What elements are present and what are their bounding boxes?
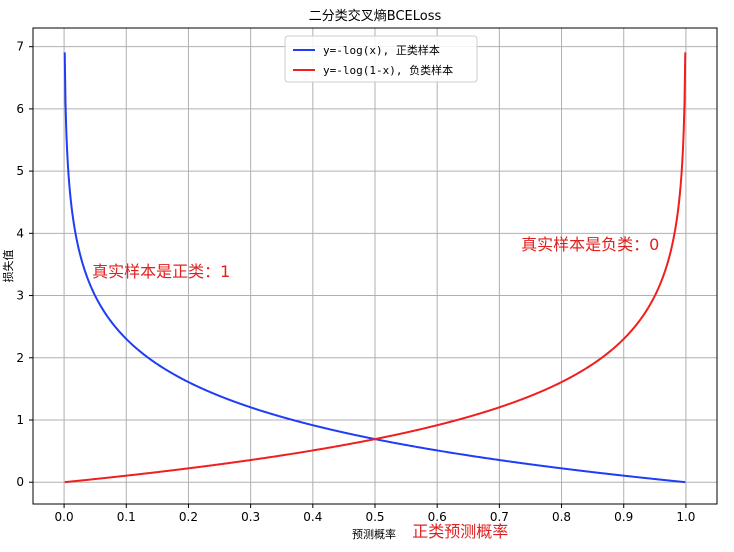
y-tick-label: 4	[16, 226, 24, 240]
legend-box	[284, 35, 478, 83]
y-tick-label: 5	[16, 164, 24, 178]
grid	[33, 28, 717, 504]
y-axis-label: 损失值	[1, 250, 15, 283]
x-tick-label: 0.5	[365, 510, 384, 524]
x-tick-label: 0.3	[241, 510, 260, 524]
ticks: 0.0 0.1 0.2 0.3 0.4 0.5 0.6 0.7 0.8 0.9 1.0 0 1 2 3 4 5 6…	[16, 40, 695, 524]
x-tick-label: 0.1	[117, 510, 136, 524]
y-tick-label: 3	[16, 289, 24, 303]
y-tick-label: 6	[16, 102, 24, 116]
x-tick-label: 0.4	[303, 510, 322, 524]
legend-label-2: y=-log(1-x), 负类样本	[323, 63, 453, 77]
series-layer	[63, 52, 687, 484]
x-tick-label: 0.8	[552, 510, 571, 524]
x-axis-label: 预测概率	[352, 527, 396, 541]
legend-label-1: y=-log(x), 正类样本	[323, 43, 440, 57]
y-tick-label: 2	[16, 351, 24, 365]
x-tick-label: 0.0	[55, 510, 74, 524]
x-tick-label: 0.7	[490, 510, 509, 524]
y-tick-label: 7	[16, 40, 24, 54]
x-tick-label: 0.9	[614, 510, 633, 524]
annotations: 真实样本是正类：1 真实样本是负类：0 正类预测概率	[92, 235, 659, 541]
x-tick-label: 0.2	[179, 510, 198, 524]
chart-title: 二分类交叉熵BCELoss	[309, 8, 442, 24]
annotation-1: 真实样本是正类：1	[92, 262, 230, 281]
x-tick-label: 0.6	[428, 510, 447, 524]
y-tick-label: 0	[16, 475, 24, 489]
x-tick-label: 1.0	[676, 510, 695, 524]
annotation-3: 正类预测概率	[412, 522, 508, 541]
legend: y=-log(x), 正类样本 y=-log(1-x), 负类样本	[284, 35, 478, 83]
annotation-2: 真实样本是负类：0	[521, 235, 659, 254]
y-tick-label: 1	[16, 413, 24, 427]
series-line-2	[64, 52, 687, 484]
